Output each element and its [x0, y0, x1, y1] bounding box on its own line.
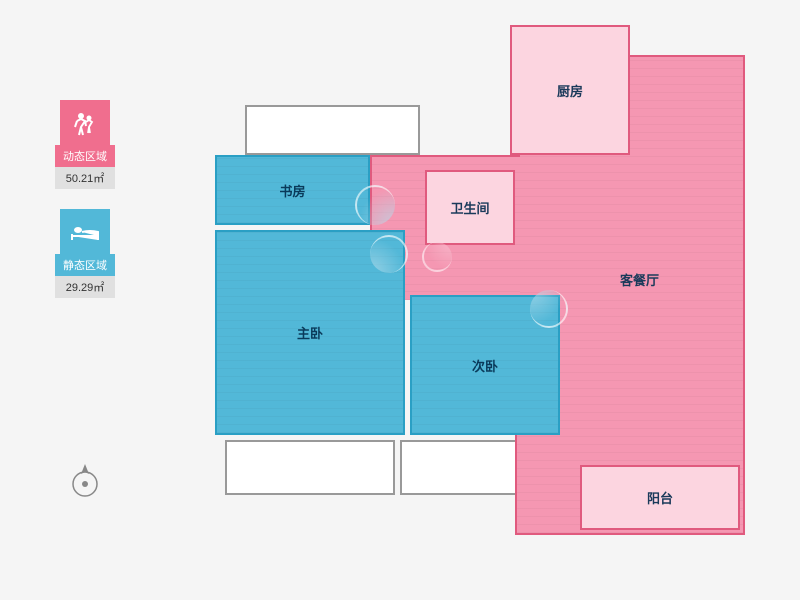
- room-kitchen: 厨房: [510, 25, 630, 155]
- window-frame-bottom-left: [225, 440, 395, 495]
- master-label: 主卧: [297, 323, 323, 342]
- door-arc: [355, 185, 395, 225]
- compass-icon: [65, 460, 105, 500]
- bathroom-label: 卫生间: [450, 198, 489, 217]
- bed-icon: [60, 209, 110, 254]
- window-frame-top: [245, 105, 420, 155]
- door-arc: [422, 242, 452, 272]
- people-icon: [60, 100, 110, 145]
- legend-dynamic-title: 动态区域: [55, 145, 115, 167]
- legend-dynamic-value: 50.21㎡: [55, 167, 115, 189]
- second-label: 次卧: [472, 356, 498, 375]
- room-study: 书房: [215, 155, 370, 225]
- legend-panel: 动态区域 50.21㎡ 静态区域 29.29㎡: [55, 100, 115, 318]
- floorplan-container: 客餐厅 厨房 卫生间 阳台 书房 主卧 次卧: [200, 20, 760, 550]
- legend-static-value: 29.29㎡: [55, 276, 115, 298]
- living-label: 客餐厅: [620, 270, 659, 289]
- study-label: 书房: [279, 181, 305, 200]
- room-bathroom: 卫生间: [425, 170, 515, 245]
- legend-dynamic: 动态区域 50.21㎡: [55, 100, 115, 189]
- kitchen-label: 厨房: [557, 81, 583, 100]
- door-arc: [530, 290, 568, 328]
- room-balcony: 阳台: [580, 465, 740, 530]
- door-arc: [370, 235, 408, 273]
- legend-static-title: 静态区域: [55, 254, 115, 276]
- balcony-label: 阳台: [647, 488, 673, 507]
- legend-static: 静态区域 29.29㎡: [55, 209, 115, 298]
